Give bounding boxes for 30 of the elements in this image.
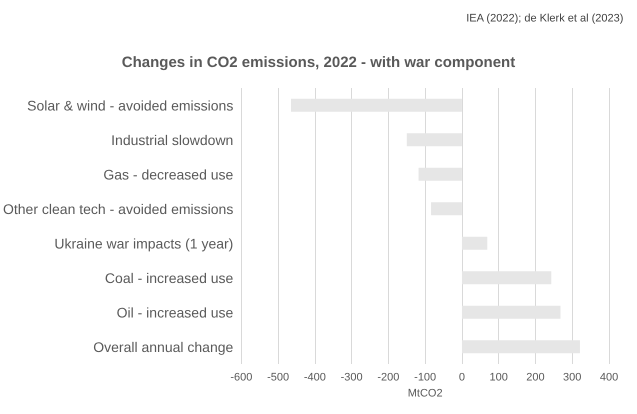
bar bbox=[462, 340, 580, 354]
x-axis-title: MtCO2 bbox=[408, 388, 443, 400]
bar bbox=[290, 98, 462, 112]
y-tick-label: Ukraine war impacts (1 year) bbox=[54, 235, 234, 252]
text: IEA (2022); de Klerk et al (2023) bbox=[466, 12, 624, 24]
bar bbox=[462, 236, 488, 250]
bar bbox=[418, 168, 462, 181]
x-tick-label: 400 bbox=[600, 372, 618, 384]
x-tick-label: 200 bbox=[526, 372, 545, 384]
x-tick-label: -500 bbox=[267, 372, 290, 384]
y-tick-label: Oil - increased use bbox=[116, 304, 234, 320]
y-tick-label: Solar & wind - avoided emissions bbox=[27, 97, 234, 114]
y-tick-label: Coal - increased use bbox=[104, 270, 234, 286]
x-tick-label: 0 bbox=[458, 372, 465, 384]
bar bbox=[406, 133, 462, 146]
y-tick-label: Other clean tech - avoided emissions bbox=[2, 200, 234, 217]
x-tick-label: 300 bbox=[563, 372, 582, 384]
y-tick-label: Industrial slowdown bbox=[111, 132, 234, 148]
bar bbox=[462, 306, 560, 319]
x-tick-label: -400 bbox=[304, 372, 326, 384]
x-tick-label: -600 bbox=[230, 372, 252, 384]
bar bbox=[462, 271, 552, 284]
chart-title: Changes in CO2 emissions, 2022 - with war component bbox=[122, 54, 516, 71]
x-tick-label: -200 bbox=[377, 372, 400, 384]
bar bbox=[431, 202, 462, 216]
y-tick-label: Gas - decreased use bbox=[103, 166, 234, 182]
x-tick-label: -300 bbox=[340, 372, 363, 384]
x-tick-label: -100 bbox=[414, 372, 436, 384]
y-tick-label: Overall annual change bbox=[93, 338, 234, 355]
x-tick-label: 100 bbox=[490, 372, 508, 384]
